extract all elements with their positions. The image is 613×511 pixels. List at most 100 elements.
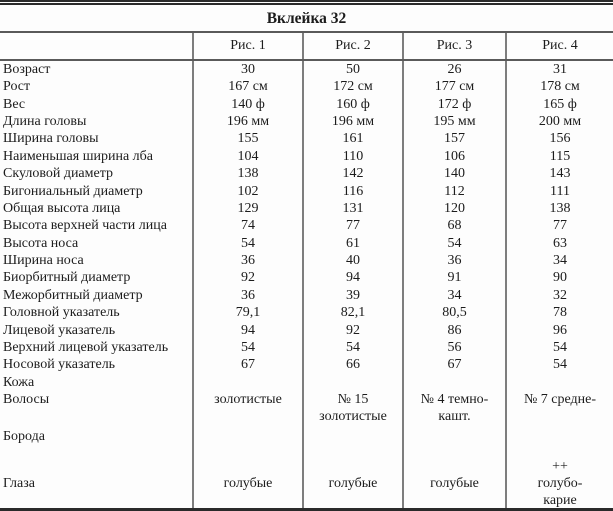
data-cell: 54 bbox=[402, 234, 506, 252]
data-cell: 178 см bbox=[505, 78, 613, 96]
data-cell: 54 bbox=[505, 356, 613, 374]
table-row: Ширина головы 155 161 157 156 bbox=[0, 130, 613, 148]
row-label: Волосы bbox=[3, 392, 50, 408]
data-cell: № 7 средне- bbox=[505, 391, 613, 429]
data-cell: 196 мм bbox=[192, 112, 303, 131]
data-cell: 167 см bbox=[192, 78, 303, 96]
table-row: Верхний лицевой указатель 54 54 56 54 bbox=[0, 338, 613, 357]
data-cell: 63 bbox=[505, 234, 613, 252]
data-cell bbox=[192, 428, 303, 459]
data-cell: 36 bbox=[192, 286, 303, 305]
data-cell: ++ голубо- карие bbox=[505, 458, 613, 508]
table-row: Скуловой диаметр 138 142 140 143 bbox=[0, 164, 613, 183]
data-cell: 92 bbox=[192, 269, 303, 287]
data-cell: № 4 темно- кашт. bbox=[402, 391, 506, 429]
data-cell bbox=[192, 373, 303, 392]
data-cell: 91 bbox=[402, 269, 506, 287]
row-label: Высота носа bbox=[3, 235, 79, 251]
row-label: Межорбитный диаметр bbox=[3, 287, 143, 303]
row-label: Лицевой указатель bbox=[3, 322, 116, 338]
data-cell: 79,1 bbox=[192, 304, 303, 322]
row-label: Наименьшая ширина лба bbox=[3, 148, 153, 164]
data-cell: 160 ф bbox=[302, 95, 403, 113]
data-cell: 200 мм bbox=[505, 112, 613, 131]
table-row: Длина головы 196 мм 196 мм 195 мм 200 мм bbox=[0, 112, 613, 131]
data-cell: голубые bbox=[302, 458, 403, 508]
data-cell: 104 bbox=[192, 147, 303, 165]
table-row: Бигониальный диаметр 102 116 112 111 bbox=[0, 182, 613, 200]
table-title: Вклейка 32 bbox=[0, 5, 613, 33]
data-cell: 156 bbox=[505, 130, 613, 148]
row-label: Возраст bbox=[3, 62, 51, 77]
row-label: Глаза bbox=[3, 476, 35, 492]
data-cell: 138 bbox=[192, 164, 303, 183]
row-label: Высота верхней части лица bbox=[3, 218, 167, 234]
column-header-fig1: Рис. 1 bbox=[192, 33, 303, 61]
data-cell: 115 bbox=[505, 147, 613, 165]
row-label: Ширина носа bbox=[3, 253, 84, 269]
row-label: Скуловой диаметр bbox=[3, 166, 114, 182]
data-cell: 140 bbox=[402, 164, 506, 183]
data-cell: 30 bbox=[192, 60, 303, 78]
data-cell bbox=[302, 428, 403, 459]
data-cell: 116 bbox=[302, 182, 403, 200]
table-row: Кожа bbox=[0, 373, 613, 392]
row-label: Носовой указатель bbox=[3, 357, 116, 373]
data-cell: 106 bbox=[402, 147, 506, 165]
data-cell: 140 ф bbox=[192, 95, 303, 113]
data-cell: 110 bbox=[302, 147, 403, 165]
data-cell: 86 bbox=[402, 321, 506, 339]
data-cell: 34 bbox=[505, 251, 613, 270]
data-cell: 61 bbox=[302, 234, 403, 252]
data-cell: 77 bbox=[505, 217, 613, 235]
data-cell: 94 bbox=[192, 321, 303, 339]
row-label: Борода bbox=[3, 429, 45, 445]
data-cell: 111 bbox=[505, 182, 613, 200]
table-row: Биорбитный диаметр 92 94 91 90 bbox=[0, 269, 613, 287]
data-cell: 54 bbox=[192, 338, 303, 357]
data-cell: 196 мм bbox=[302, 112, 403, 131]
data-cell bbox=[402, 428, 506, 459]
data-cell: 177 см bbox=[402, 78, 506, 96]
data-cell: голубые bbox=[192, 458, 303, 508]
row-label: Рост bbox=[3, 79, 31, 95]
data-cell: 172 см bbox=[302, 78, 403, 96]
row-label: Общая высота лица bbox=[3, 200, 121, 216]
data-cell: 165 ф bbox=[505, 95, 613, 113]
data-cell: 32 bbox=[505, 286, 613, 305]
table-row: Высота верхней части лица 74 77 68 77 bbox=[0, 217, 613, 235]
table-row: Межорбитный диаметр 36 39 34 32 bbox=[0, 286, 613, 305]
header-empty-cell bbox=[0, 33, 193, 61]
table-row: Рост 167 см 172 см 177 см 178 см bbox=[0, 78, 613, 96]
data-cell: 94 bbox=[302, 269, 403, 287]
data-cell: 36 bbox=[192, 251, 303, 270]
data-cell: 142 bbox=[302, 164, 403, 183]
data-cell: 120 bbox=[402, 199, 506, 218]
data-cell bbox=[505, 428, 613, 459]
data-cell: 161 bbox=[302, 130, 403, 148]
data-cell: 77 bbox=[302, 217, 403, 235]
header-row: Рис. 1 Рис. 2 Рис. 3 Рис. 4 bbox=[0, 33, 613, 61]
row-label: Верхний лицевой указатель bbox=[3, 340, 169, 356]
table-row: Головной указатель 79,1 82,1 80,5 78 bbox=[0, 304, 613, 322]
data-cell: 74 bbox=[192, 217, 303, 235]
data-cell: 82,1 bbox=[302, 304, 403, 322]
data-cell: 96 bbox=[505, 321, 613, 339]
table-row: Наименьшая ширина лба 104 110 106 115 bbox=[0, 147, 613, 165]
data-cell: 50 bbox=[302, 60, 403, 78]
data-cell: 131 bbox=[302, 199, 403, 218]
table-row: Общая высота лица 129 131 120 138 bbox=[0, 199, 613, 218]
data-cell: 155 bbox=[192, 130, 303, 148]
data-cell: 39 bbox=[302, 286, 403, 305]
table-row: Волосы золотистые № 15 золотистые № 4 темно… bbox=[0, 391, 613, 429]
data-cell: 54 bbox=[505, 338, 613, 357]
data-cell: 40 bbox=[302, 251, 403, 270]
row-label: Вес bbox=[3, 96, 26, 112]
table-row: Возраст 30 50 26 31 bbox=[0, 60, 613, 78]
data-cell: 54 bbox=[302, 338, 403, 357]
data-cell: 195 мм bbox=[402, 112, 506, 131]
data-cell: 26 bbox=[402, 60, 506, 78]
data-cell: 78 bbox=[505, 304, 613, 322]
table-row: Борода bbox=[0, 428, 613, 459]
